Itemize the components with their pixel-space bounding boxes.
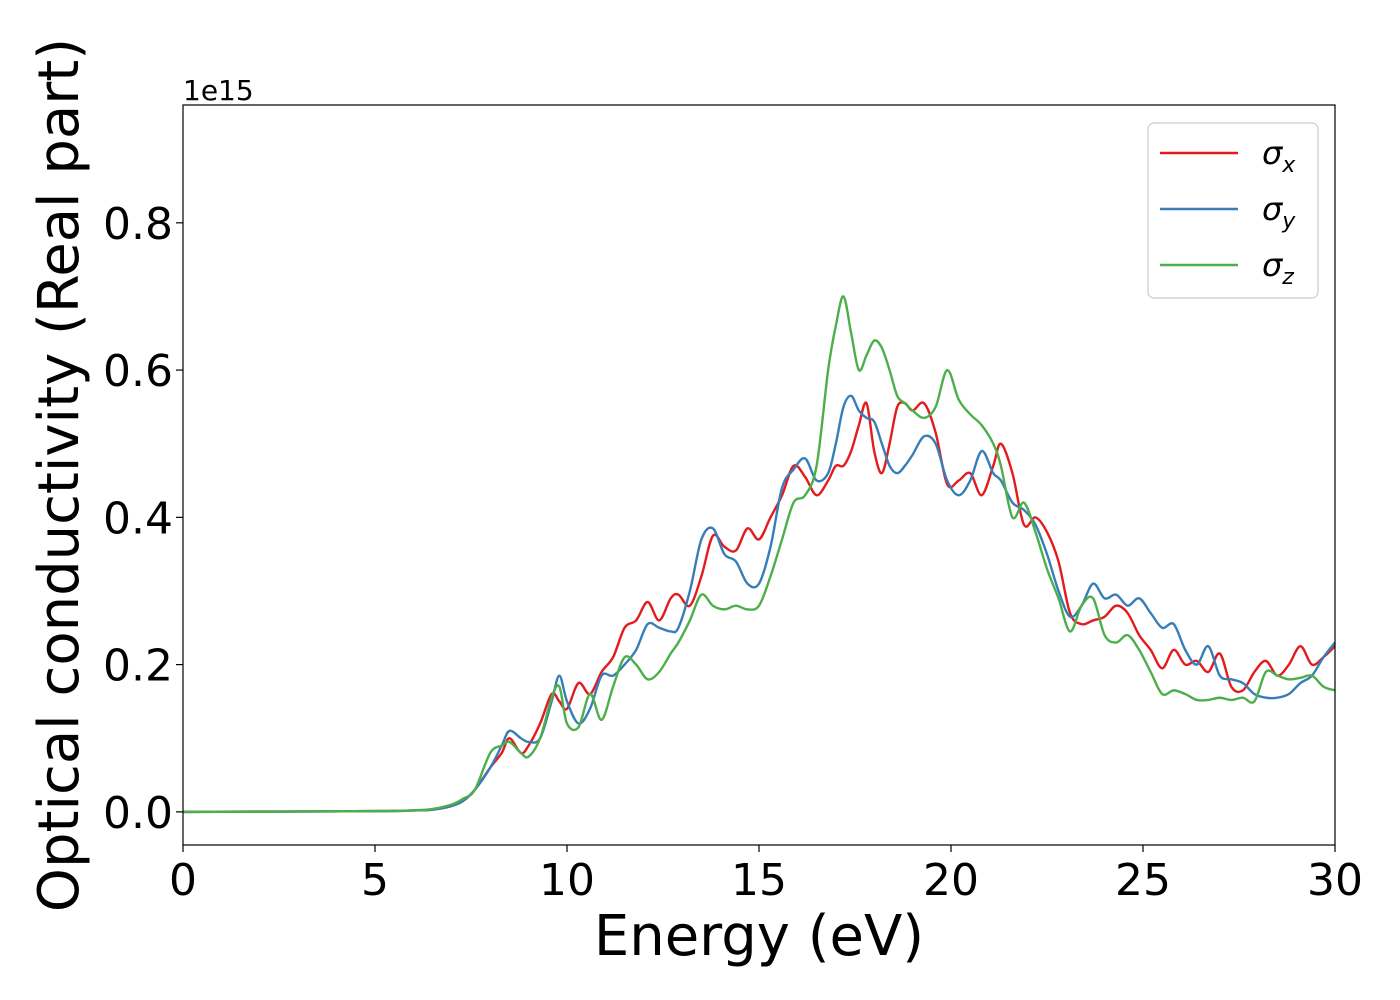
series-line-y [182, 394, 1336, 814]
x-tick-label: 20 [923, 855, 979, 906]
series-line-z [182, 295, 1336, 814]
x-tick-label: 15 [731, 855, 787, 906]
legend-label-x: σx [1262, 134, 1296, 178]
series-layer [182, 295, 1336, 814]
y-axis-title: Optical conductivity (Real part) [27, 38, 92, 912]
x-tick-label: 0 [169, 855, 197, 906]
y-tick-label: 0.0 [103, 788, 173, 839]
y-tick-label: 0.2 [103, 641, 173, 692]
legend-label-y: σy [1262, 190, 1296, 234]
y-offset-label: 1e15 [183, 74, 254, 107]
x-axis-title: Energy (eV) [594, 904, 924, 969]
x-tick-label: 10 [539, 855, 595, 906]
x-tick-label: 30 [1307, 855, 1363, 906]
legend-label-z: σz [1262, 246, 1294, 290]
x-tick-label: 25 [1115, 855, 1171, 906]
x-tick-label: 5 [361, 855, 389, 906]
y-axis-ticks: 0.0 0.2 0.4 0.6 0.8 [103, 199, 183, 839]
plot-area [183, 105, 1335, 845]
y-tick-label: 0.6 [103, 346, 173, 397]
y-tick-label: 0.8 [103, 199, 173, 250]
legend: σx σy σz [1147, 122, 1319, 299]
x-axis-ticks: 0 5 10 15 20 25 30 [169, 845, 1363, 906]
series-line-x [182, 401, 1336, 814]
y-tick-label: 0.4 [103, 493, 173, 544]
legend-frame [1147, 122, 1319, 299]
